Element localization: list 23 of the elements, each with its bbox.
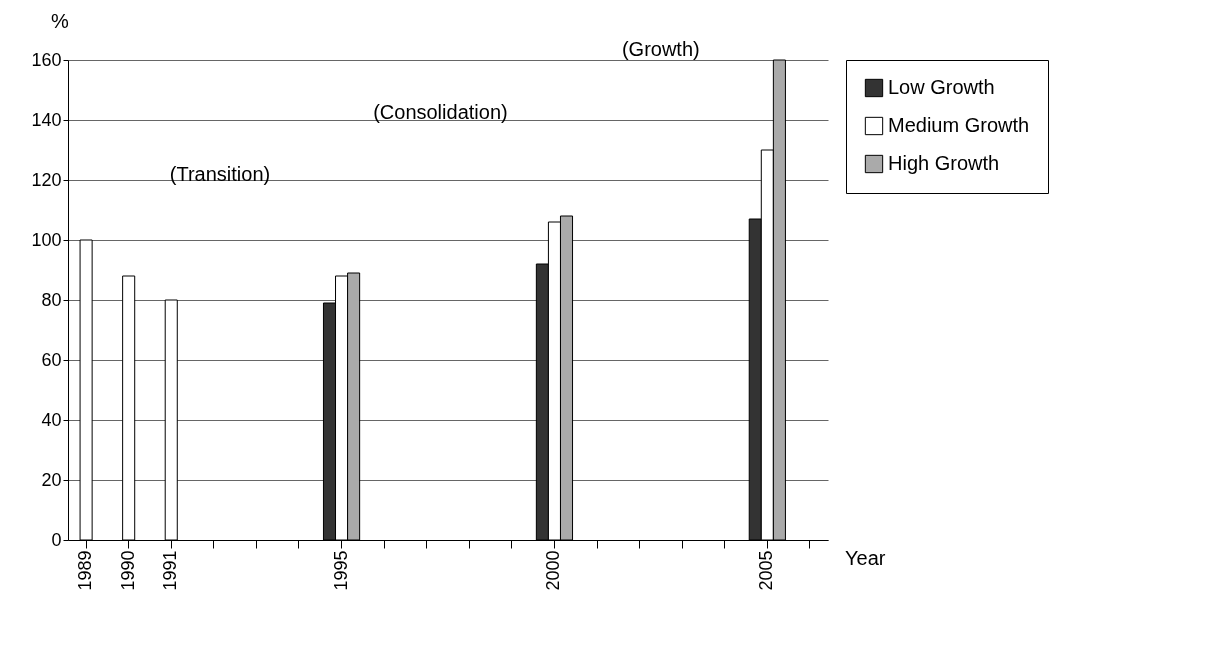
x-tick-label: 1995 [330,550,351,591]
y-tick-label: 40 [41,409,62,430]
x-tick-label: 1991 [160,550,181,591]
y-tick-label: 160 [31,49,62,70]
y-tick-label: 0 [51,529,62,550]
y-tick-label: 80 [41,289,62,310]
y-axis-title: % [51,10,70,32]
x-tick-label: 1990 [117,550,138,591]
x-tick-label: 1989 [75,550,96,591]
y-tick-label: 140 [31,109,62,130]
y-tick-label: 20 [41,469,62,490]
x-axis-title: Year [845,547,886,569]
legend-label: High Growth [888,152,1000,174]
x-tick-label: 2000 [543,550,564,591]
annotation: (Consolidation) [373,100,508,123]
y-tick-label: 120 [31,169,62,190]
y-tick-label: 100 [31,229,62,250]
text: (Growth) [621,38,700,60]
x-tick-label: 2005 [756,550,777,591]
legend-label: Medium Growth [888,114,1030,136]
annotation: (Transition) [169,163,271,186]
legend-label: Low Growth [888,76,995,98]
y-tick-label: 60 [41,349,62,370]
